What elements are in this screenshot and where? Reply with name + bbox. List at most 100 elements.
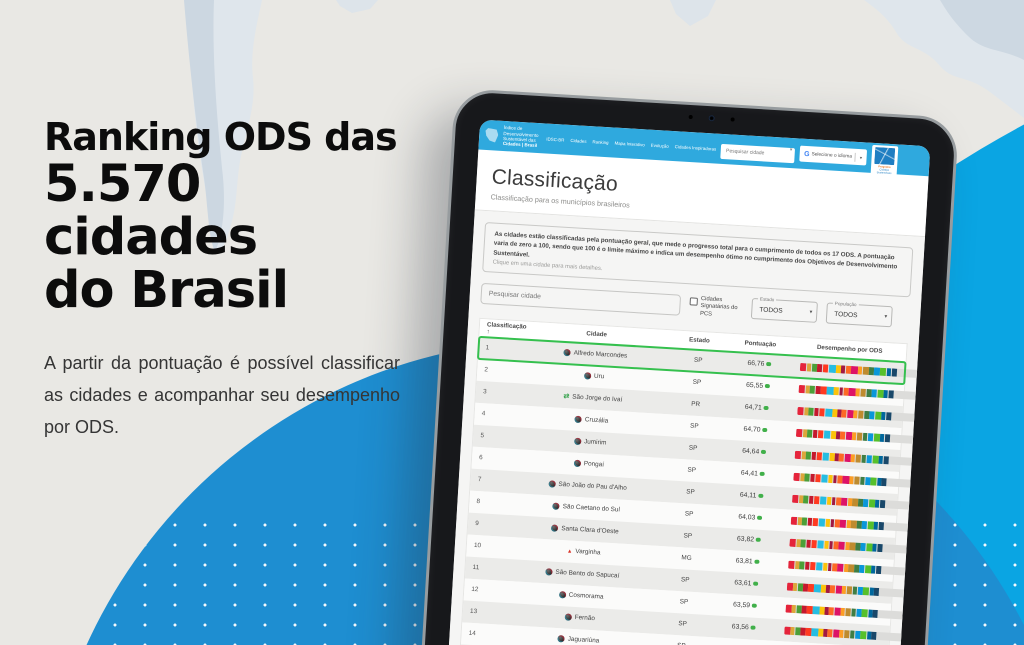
city-name: São Jorge do Ivaí [572,393,623,404]
state-cell: SP [685,488,695,497]
score-value: 66,76 [747,360,765,369]
state-cell: MG [681,554,692,563]
sort-arrow-icon: ↑ [486,328,490,336]
score-status-dot [764,383,770,389]
city-name: Jaguariúna [567,636,600,645]
ods-performance-bar [792,494,913,510]
estado-select[interactable]: Estado TODOS ▾ [750,296,818,323]
state-cell: SP [693,357,703,365]
ods-bar-cell [783,516,920,532]
score-status-dot [759,471,765,477]
ods-bar-cell [792,363,929,379]
rank-cell: 3 [482,388,487,396]
nav-link[interactable]: Cidades [570,137,587,144]
page-content: As cidades estão classificadas pela pont… [437,210,925,645]
chevron-down-icon: ▾ [789,147,793,154]
site-logo[interactable]: Índice de Desenvolvimento Sustentável da… [502,125,539,149]
score-status-dot [763,405,769,411]
ods-bar-cell [779,582,916,598]
city-globe-icon [551,524,559,533]
estado-select-value: TODOS [759,306,783,315]
city-cell: ⇄ São Jorge do Ivaí [518,391,668,407]
rank-cell: 14 [468,630,476,638]
score-cell: 63,82 [716,535,782,546]
city-globe-icon [557,635,565,643]
city-cell: São Caetano do Sul [511,500,661,516]
ods-performance-bar [798,385,919,400]
city-globe-icon [583,372,592,380]
map-fragment-1 [336,0,378,13]
hero-title-line2: 5.570 cidades [44,154,258,267]
ods-performance-bar [789,538,910,554]
ranking-table-body: 1 Alfredo Marcondes SP 66,76 2 Uru SP 65,55 3 ⇄ Sã… [459,334,921,645]
score-value: 64,03 [738,513,756,522]
pcs-signatory-checkbox[interactable] [689,297,698,306]
city-cell: Cosmorama [506,588,656,604]
city-globe-icon [548,480,556,489]
ods-performance-bar [785,604,906,620]
rank-cell: 9 [474,520,479,528]
city-globe-icon [564,613,572,622]
city-globe-icon [573,460,581,468]
rank-alert-triangle-icon: ▲ [566,548,573,555]
city-globe-icon [558,591,566,599]
ods-performance-bar [786,582,908,598]
rank-cell: 13 [469,608,478,616]
score-status-dot [754,559,760,565]
nav-link[interactable]: Evolução [650,142,669,149]
populacao-select[interactable]: População TODOS ▾ [825,300,893,328]
state-cell: SP [678,620,688,629]
ods-bar-cell [789,407,926,423]
hero-title-line3: do Brasil [44,260,289,320]
language-select-button[interactable]: G Selecione o idioma ▼ [799,145,868,166]
state-cell: SP [679,598,689,607]
ods-performance-bar [784,626,905,642]
score-value: 63,59 [732,601,751,610]
city-search-input[interactable] [480,282,682,316]
city-cell: São João do Pau d'Alho [513,479,663,495]
camera-dot-icon [730,117,735,122]
city-cell: Santa Clara d'Oeste [510,522,660,538]
score-value: 64,70 [743,426,761,435]
score-value: 63,61 [734,579,752,588]
city-globe-icon [545,568,553,577]
nav-link[interactable]: Cidades Inspiradoras [674,143,717,152]
city-globe-icon [563,349,571,357]
hero-title-line1: Ranking ODS das [44,115,398,159]
city-name: São João do Pau d'Alho [558,481,627,493]
state-cell: SP [680,576,690,585]
score-cell: 64,71 [723,403,789,414]
divider [854,152,857,162]
score-status-dot [762,427,768,433]
city-name: Uru [593,373,605,381]
column-header-pontuacao[interactable]: Pontuação [744,340,777,349]
score-status-dot [758,493,763,499]
score-value: 63,82 [736,535,755,544]
tablet: Índice de Desenvolvimento Sustentável da… [408,88,960,645]
score-value: 64,41 [740,470,759,479]
nav-search-input[interactable] [720,143,796,164]
rank-cell: 10 [473,542,482,550]
column-header-desempenho[interactable]: Desempenho por ODS [816,344,883,356]
score-status-dot [755,537,761,543]
nav-link[interactable]: Mapa Interativo [614,140,645,147]
score-cell: 64,70 [722,425,788,436]
brazil-map-logo-icon [485,128,499,143]
column-header-classificacao[interactable]: Classificação ↑ [486,321,527,336]
map-fragment-2 [670,0,716,26]
populacao-select-value: TODOS [834,310,858,320]
score-cell: 63,59 [712,601,778,612]
score-value: 63,56 [731,623,749,632]
ods-bar-cell [781,538,918,554]
city-name: São Caetano do Sul [562,503,621,514]
state-cell: SP [683,532,693,541]
ods-bar-cell [776,626,913,642]
rank-cell: 5 [480,432,485,440]
state-cell: SP [689,422,699,431]
column-header-estado[interactable]: Estado [688,336,710,345]
ods-bar-cell [780,560,917,576]
pcs-partner-logo: Programa Cidades Sustentáveis [870,144,899,179]
score-cell: 63,81 [714,557,780,568]
nav-link[interactable]: Ranking [592,138,609,145]
nav-link[interactable]: IDSC-BR [546,136,565,143]
